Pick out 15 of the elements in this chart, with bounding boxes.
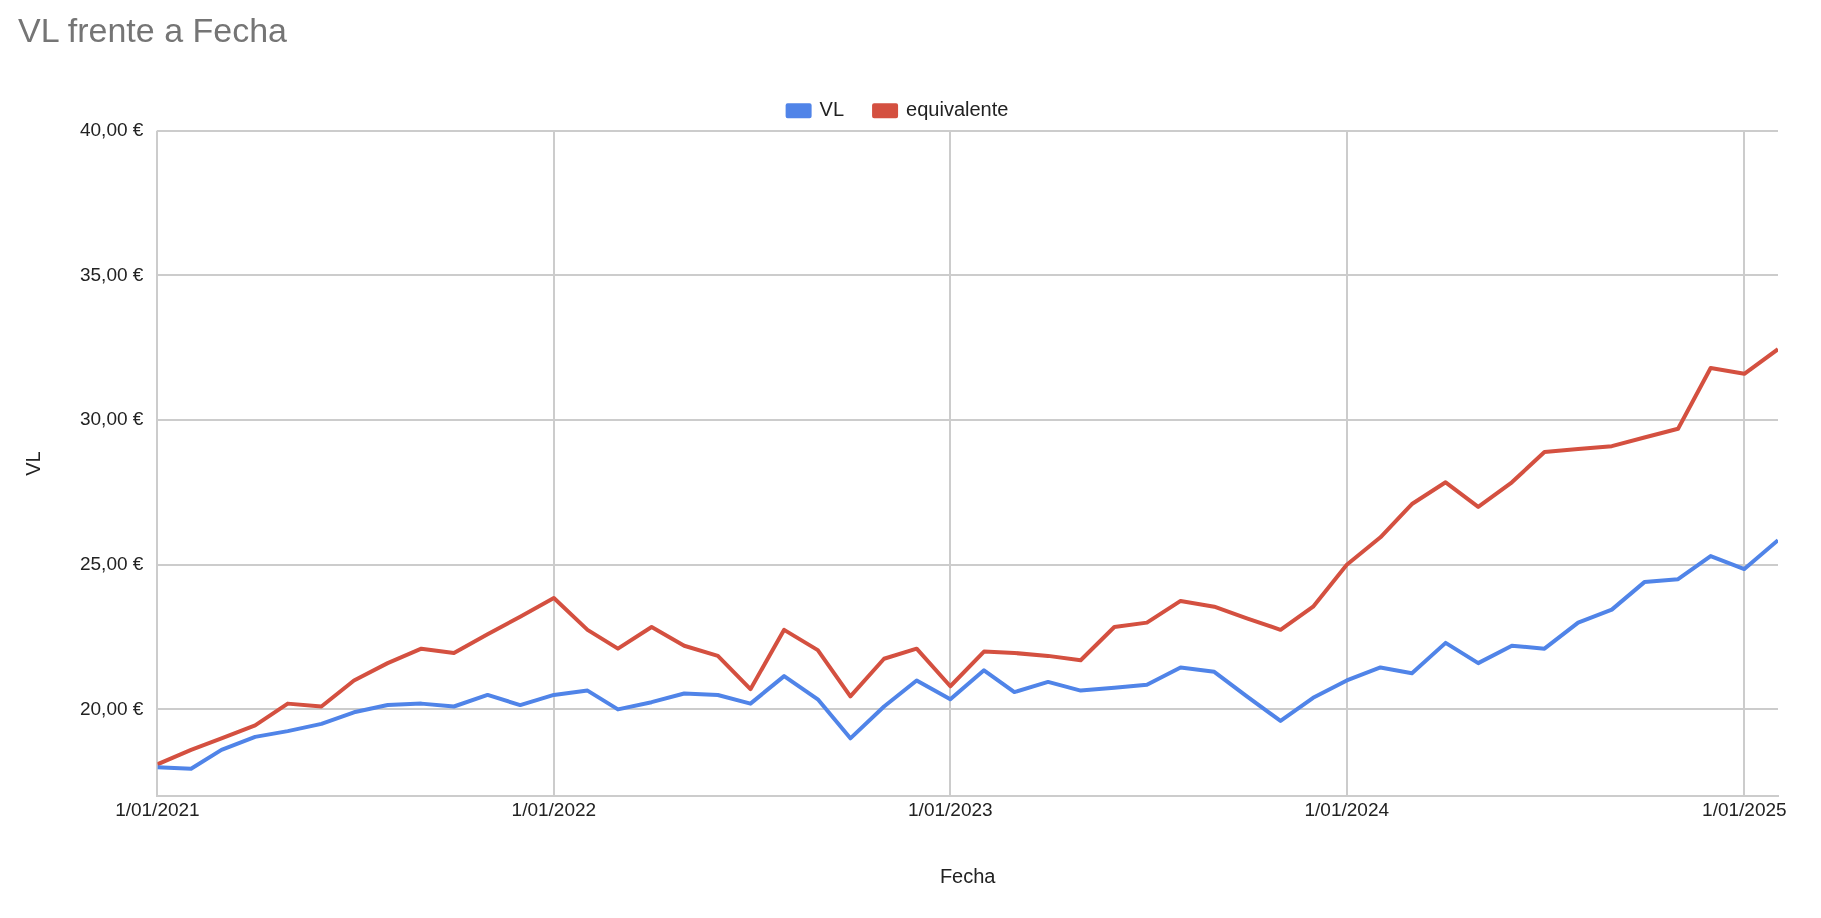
x-tick-label: 1/01/2025	[1702, 798, 1787, 820]
y-tick-label: 30,00 €	[79, 408, 144, 430]
x-tick-label: 1/01/2024	[1304, 798, 1390, 820]
y-tick-label: 20,00 €	[79, 697, 144, 719]
legend-label: VL	[819, 98, 845, 121]
y-axis-title: VL	[21, 451, 44, 476]
legend-label: equivalente	[906, 98, 1009, 121]
y-tick-label: 25,00 €	[79, 552, 144, 574]
x-tick-label: 1/01/2021	[115, 798, 200, 820]
chart-title: VL frente a Fecha	[18, 10, 288, 49]
x-tick-label: 1/01/2023	[908, 798, 993, 820]
y-tick-label: 40,00 €	[79, 119, 144, 141]
x-tick-label: 1/01/2022	[511, 798, 597, 820]
y-tick-label: 35,00 €	[79, 263, 144, 285]
x-axis-title: Fecha	[939, 864, 997, 887]
